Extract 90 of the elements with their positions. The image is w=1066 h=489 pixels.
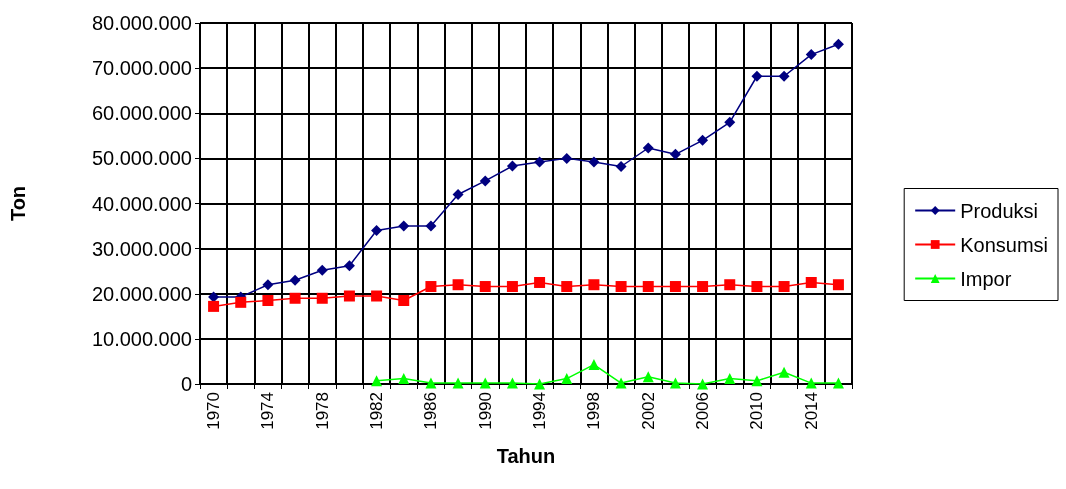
y-axis-title: Ton: [7, 185, 29, 222]
point: [289, 274, 301, 286]
point: [751, 70, 763, 82]
point: [371, 225, 383, 237]
point: [832, 279, 844, 291]
point: [669, 148, 681, 160]
point: [642, 142, 654, 154]
y-tick-label: 70.000.000: [91, 57, 192, 80]
point: [506, 281, 518, 293]
point: [724, 279, 736, 291]
point: [805, 49, 817, 61]
point: [262, 295, 274, 307]
point: [534, 276, 546, 288]
point: [724, 373, 736, 385]
point: [751, 281, 763, 293]
point: [452, 377, 464, 389]
y-tick-label: 0: [180, 373, 192, 395]
y-tick-label: 20.000.000: [91, 282, 192, 305]
point: [805, 377, 817, 389]
point: [371, 375, 383, 387]
point: [615, 161, 627, 172]
point: [343, 290, 355, 302]
y-tick-label: 50.000.000: [91, 147, 192, 170]
point: [289, 292, 301, 304]
point: [588, 156, 600, 168]
legend-label: Konsumsi: [960, 233, 1048, 256]
point: [778, 281, 790, 293]
point: [479, 281, 491, 293]
point: [805, 276, 817, 288]
point: [642, 281, 654, 293]
point: [262, 279, 274, 291]
legend-label: Produksi: [960, 199, 1038, 222]
point: [425, 220, 437, 232]
point: [751, 375, 763, 387]
point: [642, 371, 654, 383]
point: [724, 116, 736, 128]
point: [425, 281, 437, 293]
point: [479, 175, 491, 187]
x-tick-label: 2006: [693, 392, 713, 430]
point: [615, 281, 627, 293]
point: [588, 359, 600, 371]
point: [371, 290, 383, 302]
point: [832, 377, 844, 389]
x-tick-label: 1974: [258, 392, 278, 430]
y-tick-label: 10.000.000: [91, 327, 192, 350]
x-tick-label: 1982: [367, 392, 387, 430]
point: [398, 295, 410, 307]
point: [697, 281, 709, 293]
point: [425, 377, 437, 389]
x-tick-label: 1978: [312, 392, 332, 430]
x-tick-label: 1994: [530, 392, 550, 430]
point: [778, 70, 790, 82]
point: [534, 378, 546, 390]
point: [778, 366, 790, 378]
point: [316, 292, 328, 304]
legend-label: Impor: [960, 267, 1012, 290]
x-tick-label: 1990: [475, 392, 495, 430]
point: [452, 279, 464, 291]
point: [561, 281, 573, 293]
x-tick-label: 1970: [204, 392, 224, 430]
y-tick-label: 30.000.000: [91, 237, 192, 260]
x-tick-label: 2010: [747, 392, 767, 430]
point: [669, 281, 681, 293]
x-tick-label: 1998: [584, 392, 604, 430]
point: [343, 260, 355, 272]
point: [506, 160, 518, 172]
point: [697, 134, 709, 146]
point: [534, 156, 546, 168]
point: [316, 264, 328, 276]
y-tick-label: 60.000.000: [91, 102, 192, 125]
x-tick-label: 2014: [801, 392, 821, 430]
point: [452, 188, 464, 200]
point: [479, 377, 491, 389]
point: [615, 377, 627, 389]
x-tick-label: 1986: [421, 392, 441, 430]
point: [697, 378, 709, 390]
point: [561, 373, 573, 385]
point: [398, 373, 410, 385]
point: [561, 152, 573, 164]
point: [588, 279, 600, 291]
point: [398, 220, 410, 232]
point: [669, 377, 681, 389]
point: [832, 38, 844, 50]
y-tick-label: 40.000.000: [91, 192, 192, 215]
y-tick-label: 80.000.000: [91, 12, 192, 34]
point: [506, 377, 518, 389]
x-axis-title: Tahun: [496, 445, 556, 467]
x-tick-label: 2002: [638, 392, 658, 430]
point: [208, 300, 220, 312]
point: [235, 296, 247, 308]
